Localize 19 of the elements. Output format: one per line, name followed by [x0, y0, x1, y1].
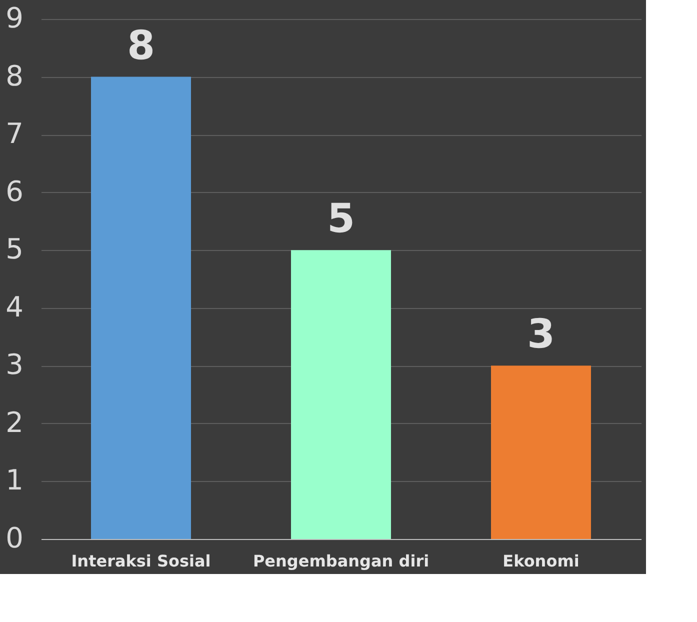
y-tick-label: 0 — [6, 522, 24, 554]
y-tick-label: 9 — [6, 2, 24, 34]
y-tick-label: 3 — [6, 348, 24, 382]
bar — [91, 76, 191, 539]
data-label: 5 — [327, 196, 355, 242]
bar — [491, 366, 591, 539]
bar — [291, 250, 391, 539]
x-tick-label: Pengembangan diri — [252, 552, 430, 570]
x-tick-label: Ekonomi — [502, 552, 580, 570]
y-tick-label: 2 — [6, 406, 24, 439]
data-label: 3 — [527, 312, 555, 358]
y-tick-label: 7 — [6, 117, 24, 150]
y-tick-label: 8 — [6, 59, 24, 92]
x-tick-label: Interaksi Sosial — [71, 552, 211, 570]
data-label: 8 — [127, 22, 155, 69]
y-tick-label: 6 — [6, 174, 24, 208]
y-tick-label: 1 — [6, 464, 24, 497]
y-tick-label: 5 — [6, 232, 24, 266]
y-tick-label: 4 — [6, 290, 24, 324]
